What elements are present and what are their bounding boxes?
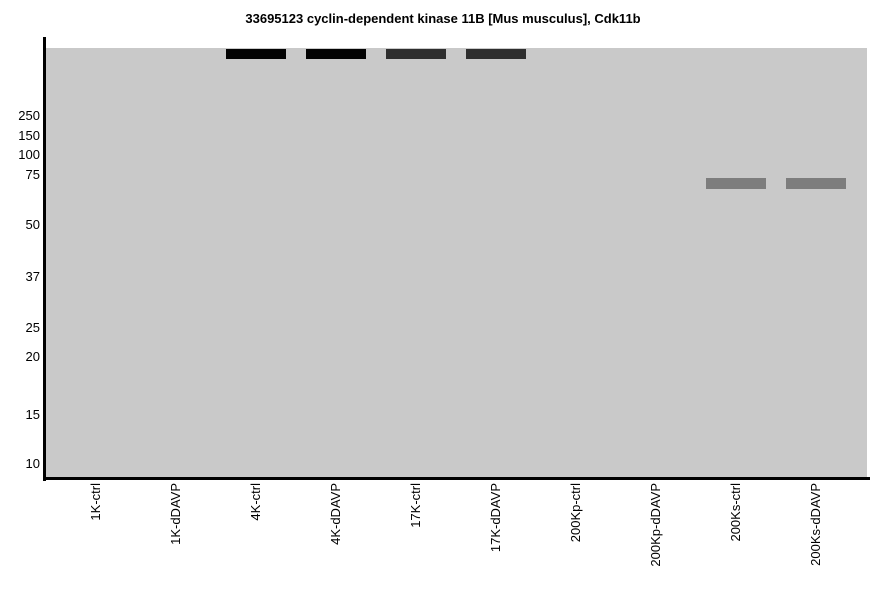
y-axis-tick-label: 100 [18, 147, 40, 162]
gel-band [786, 178, 846, 189]
y-axis-tick-label: 37 [25, 269, 40, 284]
y-axis-tick-label: 250 [18, 108, 40, 123]
gel-band [706, 178, 766, 189]
plot-area [46, 48, 867, 477]
y-axis-tick-label: 15 [25, 407, 40, 422]
y-axis-spine [43, 37, 46, 481]
gel-band [306, 49, 366, 59]
gel-band [386, 49, 446, 59]
x-axis-spine [43, 477, 870, 480]
y-axis-tick-label: 50 [25, 217, 40, 232]
x-axis-lane-label: 200Kp-ctrl [568, 483, 583, 543]
x-axis-lane-label: 4K-dDAVP [328, 483, 343, 545]
x-axis-lane-label: 4K-ctrl [248, 483, 263, 521]
x-axis-lane-label: 17K-ctrl [408, 483, 423, 528]
x-axis-lane-label: 200Ks-ctrl [728, 483, 743, 542]
y-axis-tick-label: 10 [25, 456, 40, 471]
gel-band [226, 49, 286, 59]
y-axis-tick-label: 25 [25, 320, 40, 335]
chart-title: 33695123 cyclin-dependent kinase 11B [Mu… [245, 11, 641, 26]
y-axis-tick-label: 75 [25, 167, 40, 182]
x-axis-lane-label: 17K-dDAVP [488, 483, 503, 553]
gel-band [466, 49, 526, 59]
y-axis-tick-label: 20 [25, 349, 40, 364]
y-axis-tick-label: 150 [18, 128, 40, 143]
x-axis-lane-label: 200Ks-dDAVP [808, 483, 823, 566]
x-axis-lane-label: 1K-dDAVP [168, 483, 183, 545]
x-axis-lane-label: 200Kp-dDAVP [648, 483, 663, 567]
x-axis-lane-label: 1K-ctrl [88, 483, 103, 521]
